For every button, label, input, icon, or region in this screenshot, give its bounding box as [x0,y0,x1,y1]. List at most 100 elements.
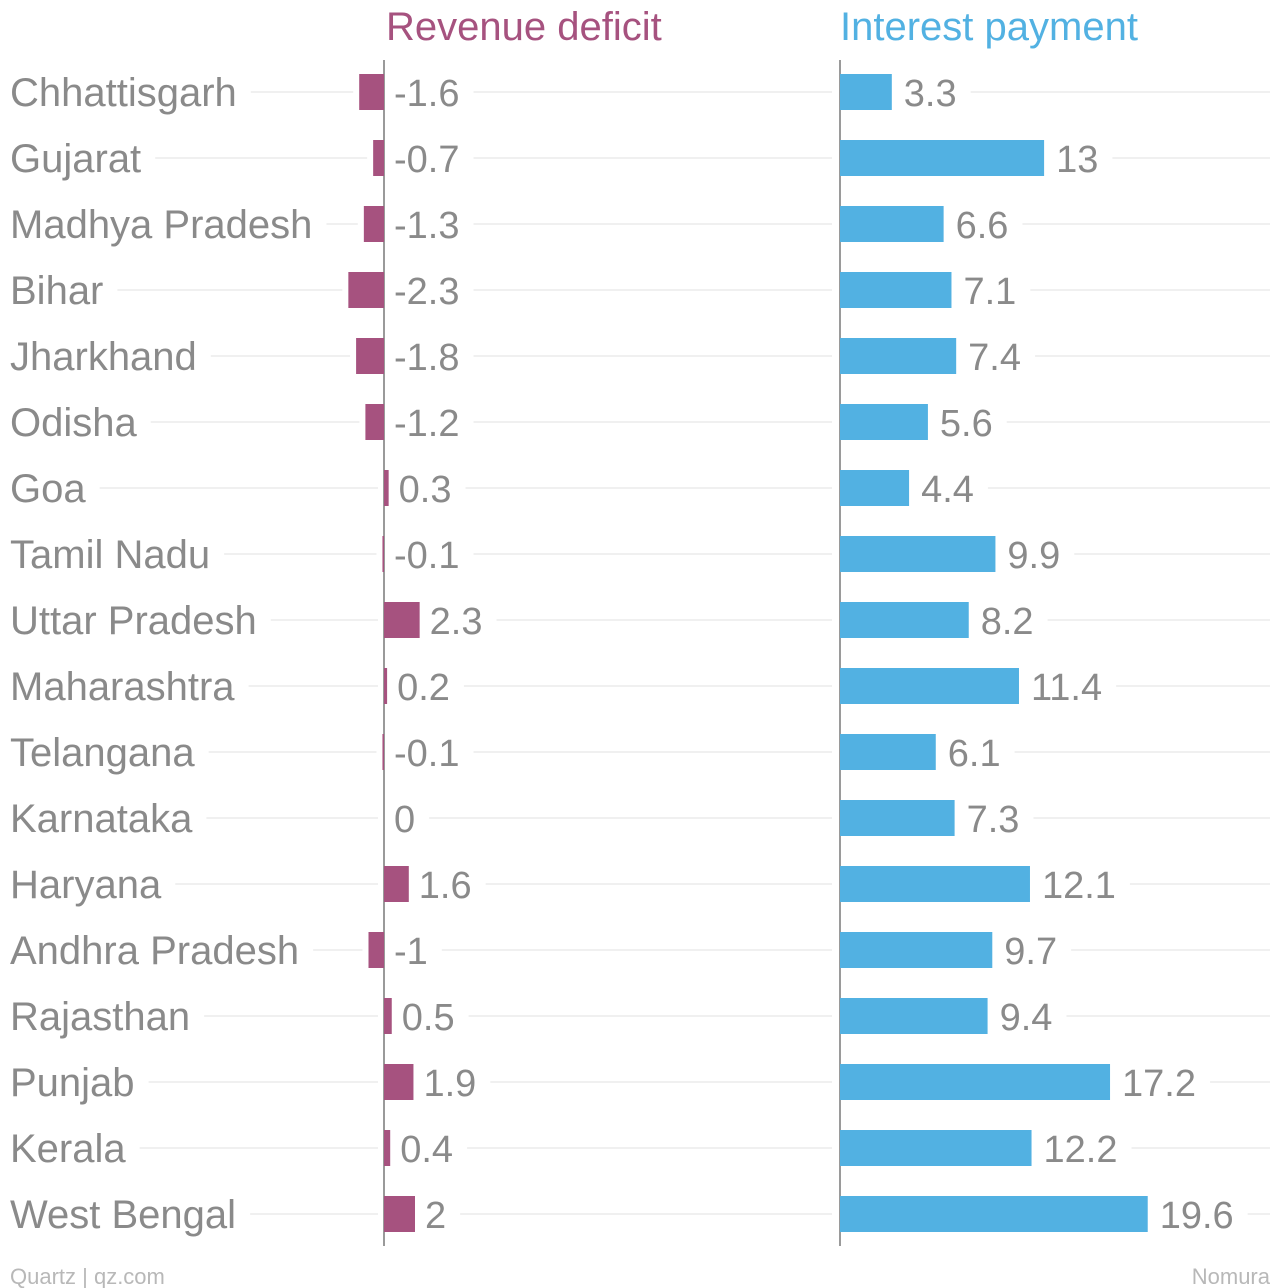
row-haryana: Haryana 1.6 12.1 [10,863,1116,907]
revenue-deficit-bar [365,404,384,440]
row-chhattisgarh: Chhattisgarh -1.6 3.3 [10,71,957,115]
row-karnataka: Karnataka 0 7.3 [10,797,1019,841]
interest-payment-bar [840,404,928,440]
interest-payment-bar [840,1130,1032,1166]
revenue-deficit-value: 2.3 [430,601,483,643]
category-label: Tamil Nadu [10,533,210,577]
revenue-deficit-value: 0.2 [397,667,450,709]
row-telangana: Telangana -0.1 6.1 [10,731,1001,775]
interest-payment-bar [840,470,910,506]
revenue-deficit-value: -1.3 [394,205,459,247]
category-label: Uttar Pradesh [10,599,257,643]
revenue-deficit-value: -0.7 [394,139,459,181]
interest-payment-value: 7.3 [967,799,1020,841]
interest-payment-bar [840,866,1030,902]
category-label: Rajasthan [10,995,190,1039]
interest-payment-bar [840,602,969,638]
interest-payment-value: 11.4 [1031,667,1102,709]
interest-payment-bar [840,140,1045,176]
panel-title-revenue-deficit: Revenue deficit [386,5,662,49]
category-label: Bihar [10,269,103,313]
row-maharashtra: Maharashtra 0.2 11.4 [10,665,1102,709]
revenue-deficit-value: -2.3 [394,271,459,313]
revenue-deficit-bar [348,272,384,308]
interest-payment-value: 17.2 [1122,1063,1196,1105]
panel-title-interest-payment: Interest payment [840,5,1138,49]
category-label: Chhattisgarh [10,71,237,115]
revenue-deficit-value: 2 [425,1195,446,1237]
revenue-deficit-value: 0.3 [399,469,452,511]
row-west-bengal: West Bengal 2 19.6 [10,1193,1234,1237]
interest-payment-value: 4.4 [921,469,974,511]
row-uttar-pradesh: Uttar Pradesh 2.3 8.2 [10,599,1034,643]
footer: Quartz | qz.com Nomura [10,1264,1271,1288]
revenue-deficit-bar [384,1130,391,1166]
row-rajasthan: Rajasthan 0.5 9.4 [10,995,1052,1039]
revenue-deficit-bar [356,338,384,374]
revenue-deficit-value: 1.6 [419,865,472,907]
row-kerala: Kerala 0.4 12.2 [10,1127,1118,1171]
category-label: West Bengal [10,1193,236,1237]
gridlines [99,91,1270,1215]
rows: Chhattisgarh -1.6 3.3 Gujarat -0.7 13 Madhya P… [10,71,1234,1237]
interest-payment-value: 7.4 [968,337,1021,379]
category-label: Gujarat [10,137,141,181]
interest-payment-value: 12.1 [1042,865,1116,907]
revenue-deficit-bar [368,932,384,968]
interest-payment-value: 8.2 [981,601,1034,643]
row-andhra-pradesh: Andhra Pradesh -1 9.7 [10,929,1057,973]
interest-payment-bar [840,536,996,572]
interest-payment-value: 7.1 [963,271,1016,313]
category-label: Haryana [10,863,162,907]
revenue-deficit-value: 0.4 [400,1129,453,1171]
interest-payment-value: 19.6 [1160,1195,1234,1237]
revenue-deficit-bar [382,734,384,770]
interest-payment-bar [840,1196,1148,1232]
category-label: Jharkhand [10,335,197,379]
category-label: Madhya Pradesh [10,203,312,247]
interest-payment-value: 6.6 [956,205,1009,247]
interest-payment-value: 6.1 [948,733,1001,775]
revenue-deficit-bar [363,206,384,242]
interest-payment-bar [840,932,993,968]
revenue-deficit-bar [384,668,388,704]
interest-payment-value: 12.2 [1044,1129,1118,1171]
interest-payment-value: 9.4 [1000,997,1053,1039]
category-label: Andhra Pradesh [10,929,299,973]
interest-payment-value: 13 [1056,139,1098,181]
row-jharkhand: Jharkhand -1.8 7.4 [10,335,1021,379]
footer-credit: Quartz | qz.com [10,1264,165,1288]
row-goa: Goa 0.3 4.4 [10,467,974,511]
interest-payment-bar [840,668,1019,704]
revenue-deficit-value: -1.2 [394,403,459,445]
category-label: Telangana [10,731,195,775]
category-label: Maharashtra [10,665,235,709]
interest-payment-value: 9.7 [1004,931,1057,973]
category-label: Odisha [10,401,137,445]
category-label: Goa [10,467,86,511]
interest-payment-bar [840,800,955,836]
revenue-deficit-bar [384,1196,415,1232]
row-tamil-nadu: Tamil Nadu -0.1 9.9 [10,533,1060,577]
footer-source: Nomura [1192,1264,1271,1288]
axis-lines [383,60,841,1246]
interest-payment-bar [840,338,957,374]
interest-payment-bar [840,1064,1111,1100]
revenue-deficit-value: -1.6 [394,73,459,115]
row-punjab: Punjab 1.9 17.2 [10,1061,1196,1105]
interest-payment-bar [840,734,936,770]
revenue-deficit-value: -0.1 [394,733,459,775]
row-madhya-pradesh: Madhya Pradesh -1.3 6.6 [10,203,1008,247]
revenue-deficit-value: -1.8 [394,337,459,379]
interest-payment-value: 5.6 [940,403,993,445]
interest-payment-bar [840,74,892,110]
revenue-deficit-bar [384,998,392,1034]
category-label: Kerala [10,1127,126,1171]
revenue-deficit-bar [384,866,409,902]
revenue-deficit-value: -1 [394,931,428,973]
revenue-deficit-bar [373,140,384,176]
category-label: Punjab [10,1061,135,1105]
revenue-deficit-value: 0 [394,799,415,841]
revenue-deficit-bar [384,1064,414,1100]
